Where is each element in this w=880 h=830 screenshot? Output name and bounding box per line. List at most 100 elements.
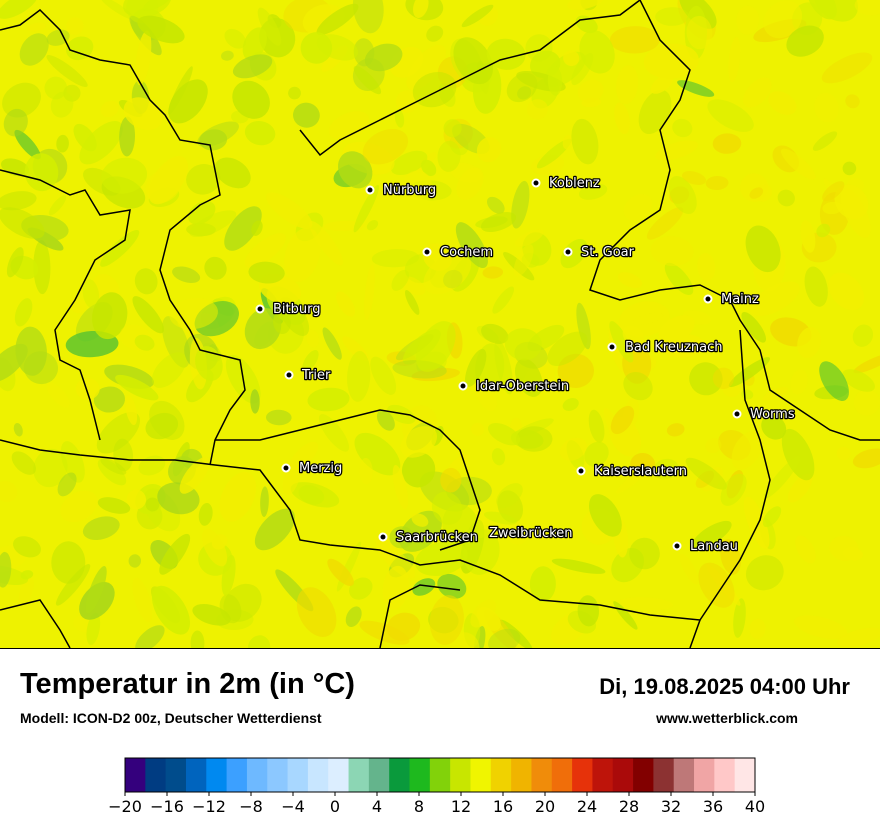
temperature-patch — [853, 389, 880, 416]
city-label: Saarbrücken — [396, 530, 478, 545]
temperature-patch — [781, 428, 815, 481]
temperature-patch — [100, 229, 140, 267]
temperature-patch — [618, 597, 674, 611]
city-marker: Idar-Oberstein — [458, 378, 570, 395]
legend-tick-label: −8 — [239, 797, 263, 816]
temperature-patch — [352, 0, 384, 34]
temperature-patch — [448, 632, 480, 648]
city-marker: Cochem — [422, 244, 494, 261]
temperature-patch — [298, 485, 325, 505]
temperature-patch — [526, 99, 548, 120]
color-swatch — [490, 758, 512, 792]
temperature-patch — [761, 414, 787, 440]
temperature-patch — [18, 577, 34, 606]
temperature-patch — [617, 272, 643, 289]
temperature-patch — [842, 161, 857, 176]
temperature-patch — [19, 33, 49, 66]
temperature-patch — [842, 369, 875, 392]
city-label: Cochem — [440, 245, 493, 260]
temperature-patch — [768, 91, 797, 115]
temperature-patch — [93, 386, 125, 413]
temperature-patch — [86, 612, 101, 646]
temperature-patch — [214, 157, 251, 189]
city-marker: Merzig — [281, 460, 344, 477]
temperature-patch — [705, 438, 722, 454]
temperature-patch — [465, 348, 487, 387]
temperature-patch — [712, 133, 742, 154]
border-bw — [699, 329, 771, 621]
temperature-patch — [763, 456, 800, 499]
temperature-patch — [579, 30, 615, 74]
temperature-patch — [797, 327, 821, 359]
temperature-patch — [547, 66, 563, 96]
temperature-patch — [609, 321, 634, 363]
temperature-patch — [250, 389, 260, 414]
temperature-patch — [0, 480, 18, 503]
temperature-patch — [733, 598, 746, 638]
temperature-patch — [244, 233, 286, 268]
temperature-patch — [743, 77, 772, 108]
temperature-patch — [244, 120, 276, 146]
temperature-patch — [349, 577, 373, 600]
city-marker: Landau — [672, 538, 739, 555]
temperature-patch — [20, 570, 34, 580]
temperature-patch — [328, 111, 370, 140]
temperature-patch — [362, 128, 409, 165]
temperature-patch — [404, 289, 420, 315]
temperature-patch — [224, 206, 262, 251]
temperature-patch — [23, 351, 59, 385]
temperature-patch — [371, 249, 420, 268]
temperature-patch — [406, 44, 446, 91]
temperature-patch — [668, 175, 697, 215]
temperature-patch — [260, 486, 269, 517]
temperature-patch — [0, 551, 12, 588]
temperature-patch — [679, 553, 699, 585]
temperature-patch — [364, 264, 375, 321]
temperature-patch — [266, 409, 292, 426]
temperature-patch — [219, 471, 257, 522]
temperature-patch — [491, 448, 506, 466]
legend-tick-label: 28 — [619, 797, 639, 816]
city-label: Nürburg — [383, 183, 436, 198]
legend-tick-label: 12 — [451, 797, 471, 816]
temperature-patch — [204, 256, 227, 280]
city-label: Koblenz — [549, 176, 600, 191]
temperature-patch — [382, 565, 409, 610]
color-legend-ticks: −20 −16 −12 −8 −4 0 4 8 12 16 20 24 28 32 36 40 — [108, 792, 765, 816]
temperature-patch — [790, 369, 808, 395]
temperature-patch — [780, 148, 816, 180]
legend-tick-label: −12 — [192, 797, 226, 816]
temperature-patch — [456, 167, 484, 200]
color-swatch — [612, 758, 634, 792]
temperature-patch — [359, 457, 373, 485]
temperature-patch — [232, 54, 273, 79]
temperature-patch — [142, 0, 173, 12]
temperature-patch — [289, 441, 319, 471]
temperature-patch — [392, 464, 409, 510]
temperature-patch — [202, 529, 228, 567]
temperature-patch — [169, 297, 218, 330]
temperature-patch — [588, 494, 622, 537]
temperature-patch — [126, 489, 147, 510]
temperature-patch — [119, 116, 136, 157]
temperature-patch — [807, 0, 837, 20]
temperature-patch — [629, 537, 660, 570]
temperature-patch — [584, 441, 609, 467]
temperature-patch — [482, 266, 504, 279]
website-link[interactable]: www.wetterblick.com — [656, 710, 798, 726]
temperature-patch — [219, 594, 242, 624]
temperature-patch — [800, 220, 816, 253]
city-marker: Koblenz — [531, 175, 601, 192]
color-swatch — [470, 758, 492, 792]
temperature-patch — [342, 336, 369, 361]
temperature-patch — [100, 458, 127, 475]
temperature-patch — [284, 227, 321, 283]
temperature-patch — [232, 80, 270, 119]
temperature-patch — [197, 121, 239, 147]
temperature-patch — [515, 426, 553, 452]
temperature-patch — [288, 86, 301, 100]
temperature-patch — [829, 535, 859, 561]
temperature-patch — [836, 446, 851, 461]
temperature-patch — [643, 43, 699, 79]
temperature-patch — [135, 625, 165, 648]
